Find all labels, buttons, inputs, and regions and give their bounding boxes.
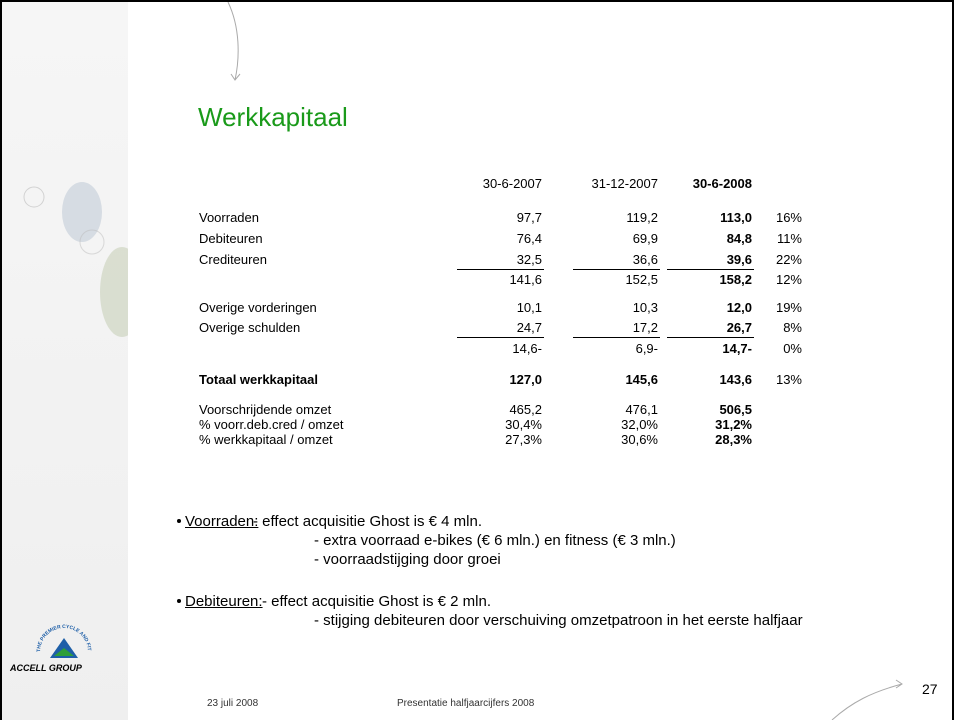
- pct: 16%: [762, 210, 802, 225]
- cell: 97,7: [452, 210, 542, 225]
- cell: 31,2%: [662, 417, 752, 432]
- row-label: Totaal werkkapitaal: [199, 372, 318, 387]
- underline: [457, 337, 544, 338]
- cell: 10,1: [452, 300, 542, 315]
- cell: 476,1: [568, 402, 658, 417]
- bullet-line: - stijging debiteuren door verschuiving …: [314, 612, 803, 629]
- bullet: Voorraden:: [177, 513, 258, 530]
- cell: 24,7: [452, 320, 542, 335]
- cell: 28,3%: [662, 432, 752, 447]
- bullet-label: Debiteuren:: [185, 593, 263, 610]
- cell: 39,6: [662, 252, 752, 267]
- title: Werkkapitaal: [198, 102, 348, 133]
- row-label: Voorschrijdende omzet: [199, 402, 331, 417]
- footer-date: 23 juli 2008: [207, 698, 258, 709]
- bullet-line: - effect acquisitie Ghost is € 2 mln.: [262, 593, 491, 610]
- cell: 6,9-: [568, 341, 658, 356]
- underline: [573, 337, 660, 338]
- column-header: 30-6-2008: [662, 176, 752, 191]
- pct: 22%: [762, 252, 802, 267]
- pct: 13%: [762, 372, 802, 387]
- cell: 145,6: [568, 372, 658, 387]
- cell: 14,7-: [662, 341, 752, 356]
- cell: 113,0: [662, 210, 752, 225]
- pct: 0%: [762, 341, 802, 356]
- bullet-line: - extra voorraad e-bikes (€ 6 mln.) en f…: [314, 532, 676, 549]
- cell: 36,6: [568, 252, 658, 267]
- cell: 10,3: [568, 300, 658, 315]
- column-header: 31-12-2007: [568, 176, 658, 191]
- row-label: Overige schulden: [199, 320, 300, 335]
- cell: 158,2: [662, 272, 752, 287]
- bullet-dot: [177, 519, 181, 523]
- slide: THE PREMIER CYCLE AND FITNESS GROUP ACCE…: [0, 0, 954, 720]
- pct: 11%: [762, 231, 802, 246]
- row-label: Overige vorderingen: [199, 300, 317, 315]
- cell: 12,0: [662, 300, 752, 315]
- underline: [667, 337, 754, 338]
- cell: 32,5: [452, 252, 542, 267]
- page-number: 27: [922, 681, 938, 697]
- footer-presentation: Presentatie halfjaarcijfers 2008: [397, 698, 534, 709]
- cell: 69,9: [568, 231, 658, 246]
- cell: 32,0%: [568, 417, 658, 432]
- pct: 12%: [762, 272, 802, 287]
- bullet: Debiteuren:: [177, 593, 263, 610]
- row-label: % werkkapitaal / omzet: [199, 432, 333, 447]
- bullet-label: Voorraden:: [185, 513, 258, 530]
- row-label: Crediteuren: [199, 252, 267, 267]
- cell: 17,2: [568, 320, 658, 335]
- cell: 30,6%: [568, 432, 658, 447]
- row-label: Voorraden: [199, 210, 259, 225]
- cell: 127,0: [452, 372, 542, 387]
- underline: [457, 269, 544, 270]
- cell: 14,6-: [452, 341, 542, 356]
- bullet-line: - voorraadstijging door groei: [314, 551, 501, 568]
- bullet-line: - effect acquisitie Ghost is € 4 mln.: [253, 513, 482, 530]
- cell: 119,2: [568, 210, 658, 225]
- underline: [573, 269, 660, 270]
- cell: 152,5: [568, 272, 658, 287]
- cell: 76,4: [452, 231, 542, 246]
- cell: 30,4%: [452, 417, 542, 432]
- cell: 141,6: [452, 272, 542, 287]
- column-header: 30-6-2007: [452, 176, 542, 191]
- cell: 143,6: [662, 372, 752, 387]
- pct: 8%: [762, 320, 802, 335]
- pct: 19%: [762, 300, 802, 315]
- cell: 465,2: [452, 402, 542, 417]
- cell: 27,3%: [452, 432, 542, 447]
- cell: 26,7: [662, 320, 752, 335]
- bullet-dot: [177, 599, 181, 603]
- underline: [667, 269, 754, 270]
- cell: 84,8: [662, 231, 752, 246]
- row-label: Debiteuren: [199, 231, 263, 246]
- row-label: % voorr.deb.cred / omzet: [199, 417, 344, 432]
- cell: 506,5: [662, 402, 752, 417]
